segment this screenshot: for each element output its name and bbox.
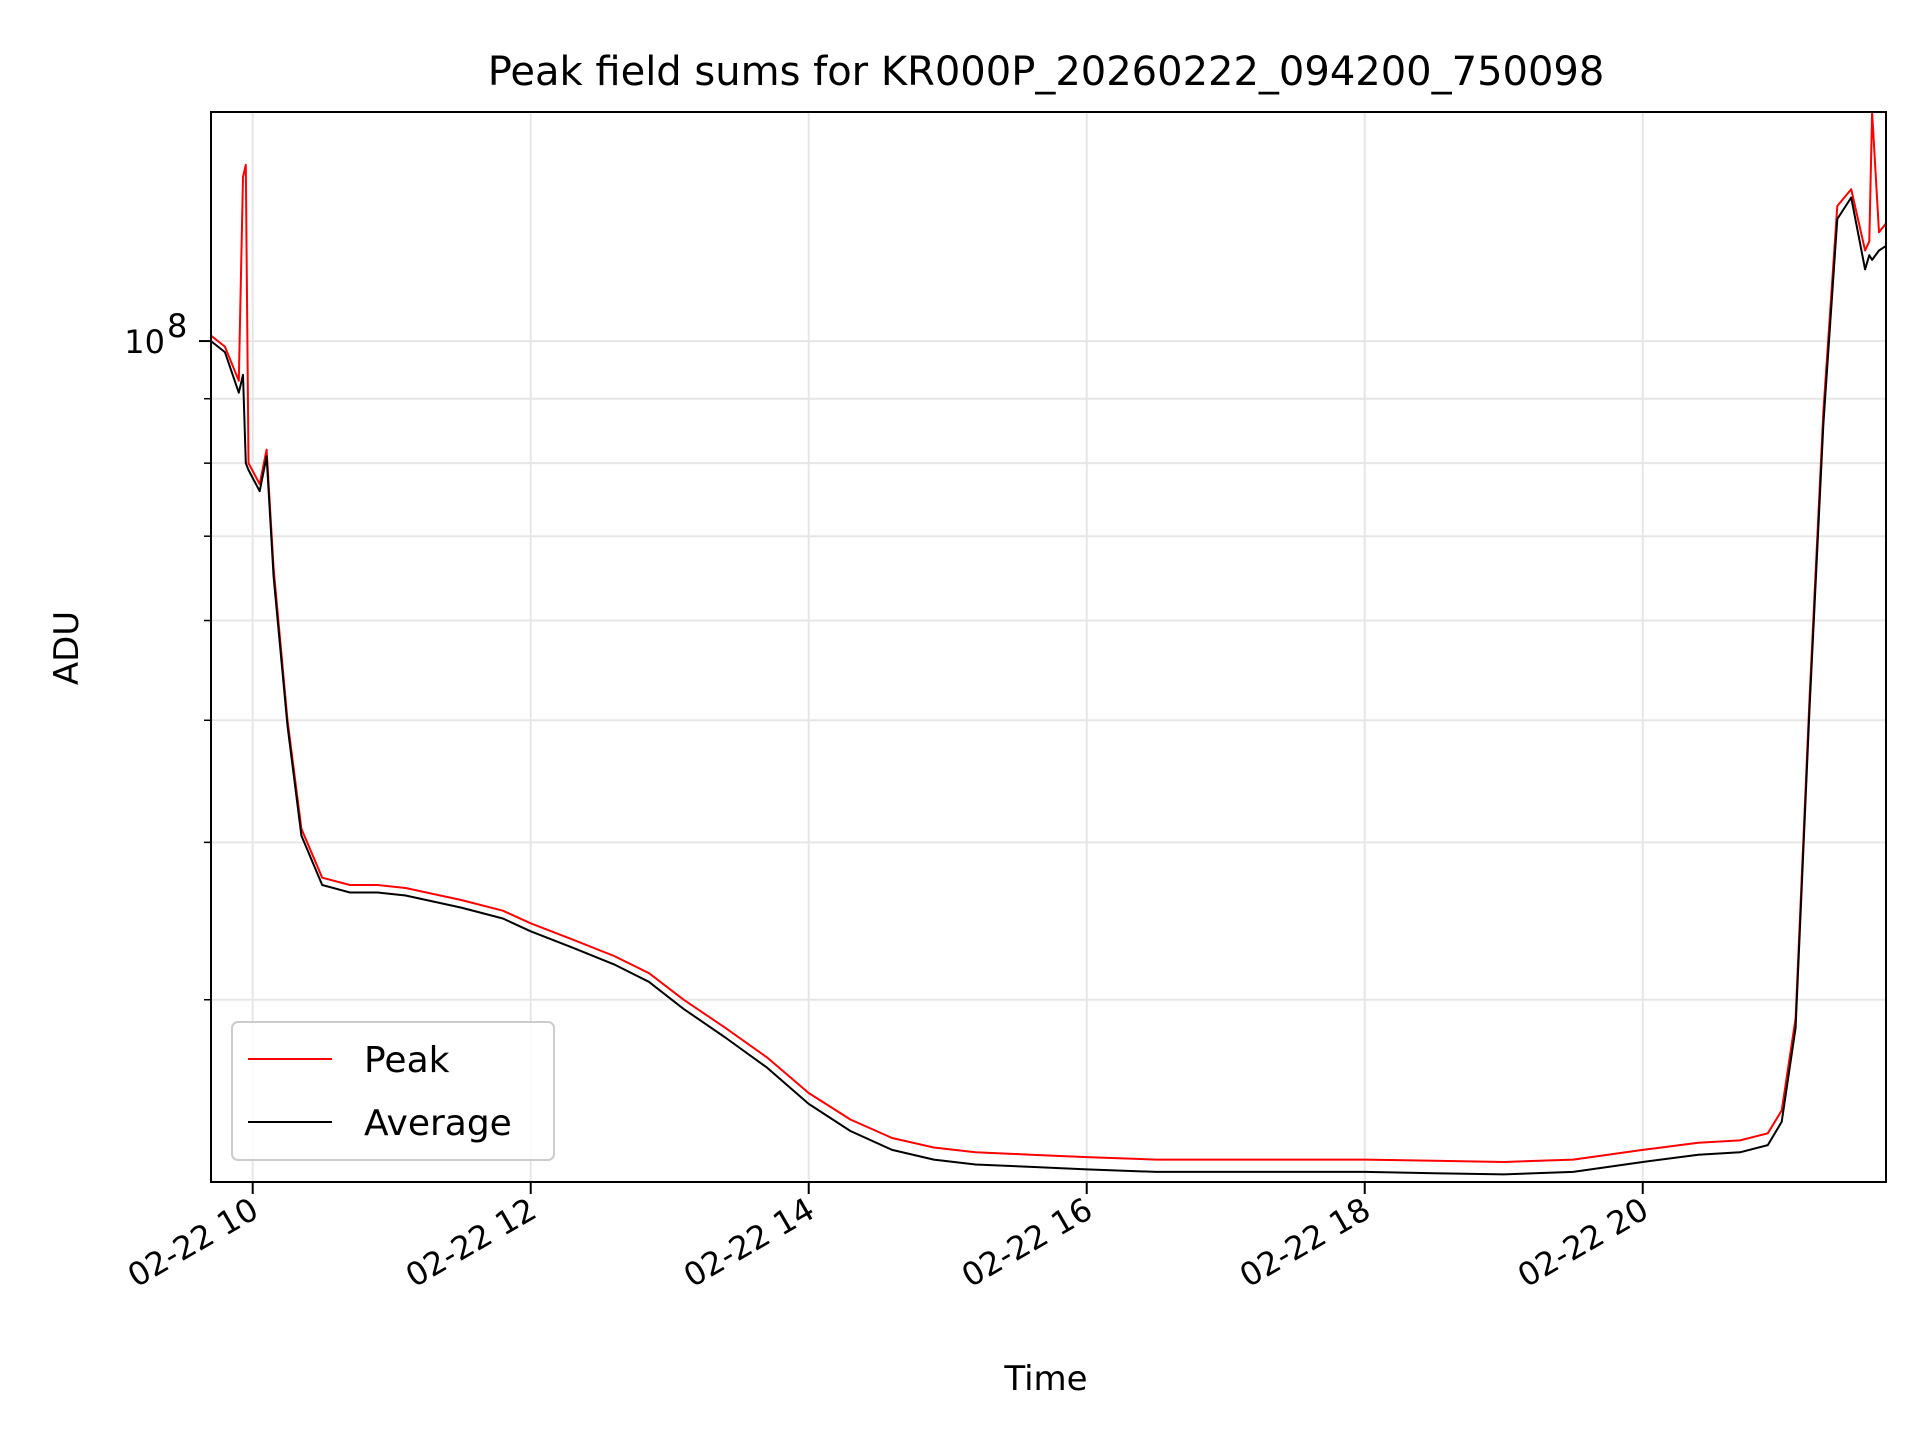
y-tick-exponent: 8 <box>167 307 187 345</box>
x-tick-label: 02-22 12 <box>399 1190 543 1295</box>
legend-box <box>231 1021 555 1161</box>
series-line-average <box>210 196 1887 1176</box>
x-tick-label: 02-22 10 <box>121 1190 265 1295</box>
grid <box>211 112 1886 1182</box>
x-tick-label: 02-22 18 <box>1233 1190 1377 1295</box>
series-line-peak <box>210 111 1887 1163</box>
y-tick-label: 10 <box>124 323 165 361</box>
chart-title: Peak field sums for KR000P_20260222_0942… <box>488 49 1605 95</box>
plot-frame <box>210 111 1887 1183</box>
x-tick-label: 02-22 14 <box>677 1190 821 1295</box>
legend-average-label: Average <box>364 1103 512 1144</box>
y-axis-label: ADU <box>47 611 87 685</box>
series-group <box>210 111 1887 1176</box>
x-tick-label: 02-22 20 <box>1511 1190 1655 1295</box>
legend-peak-label: Peak <box>364 1040 450 1081</box>
x-axis-label: Time <box>1003 1359 1087 1399</box>
legend: Peak Average <box>231 1021 555 1161</box>
x-tick-label: 02-22 16 <box>955 1190 1099 1295</box>
